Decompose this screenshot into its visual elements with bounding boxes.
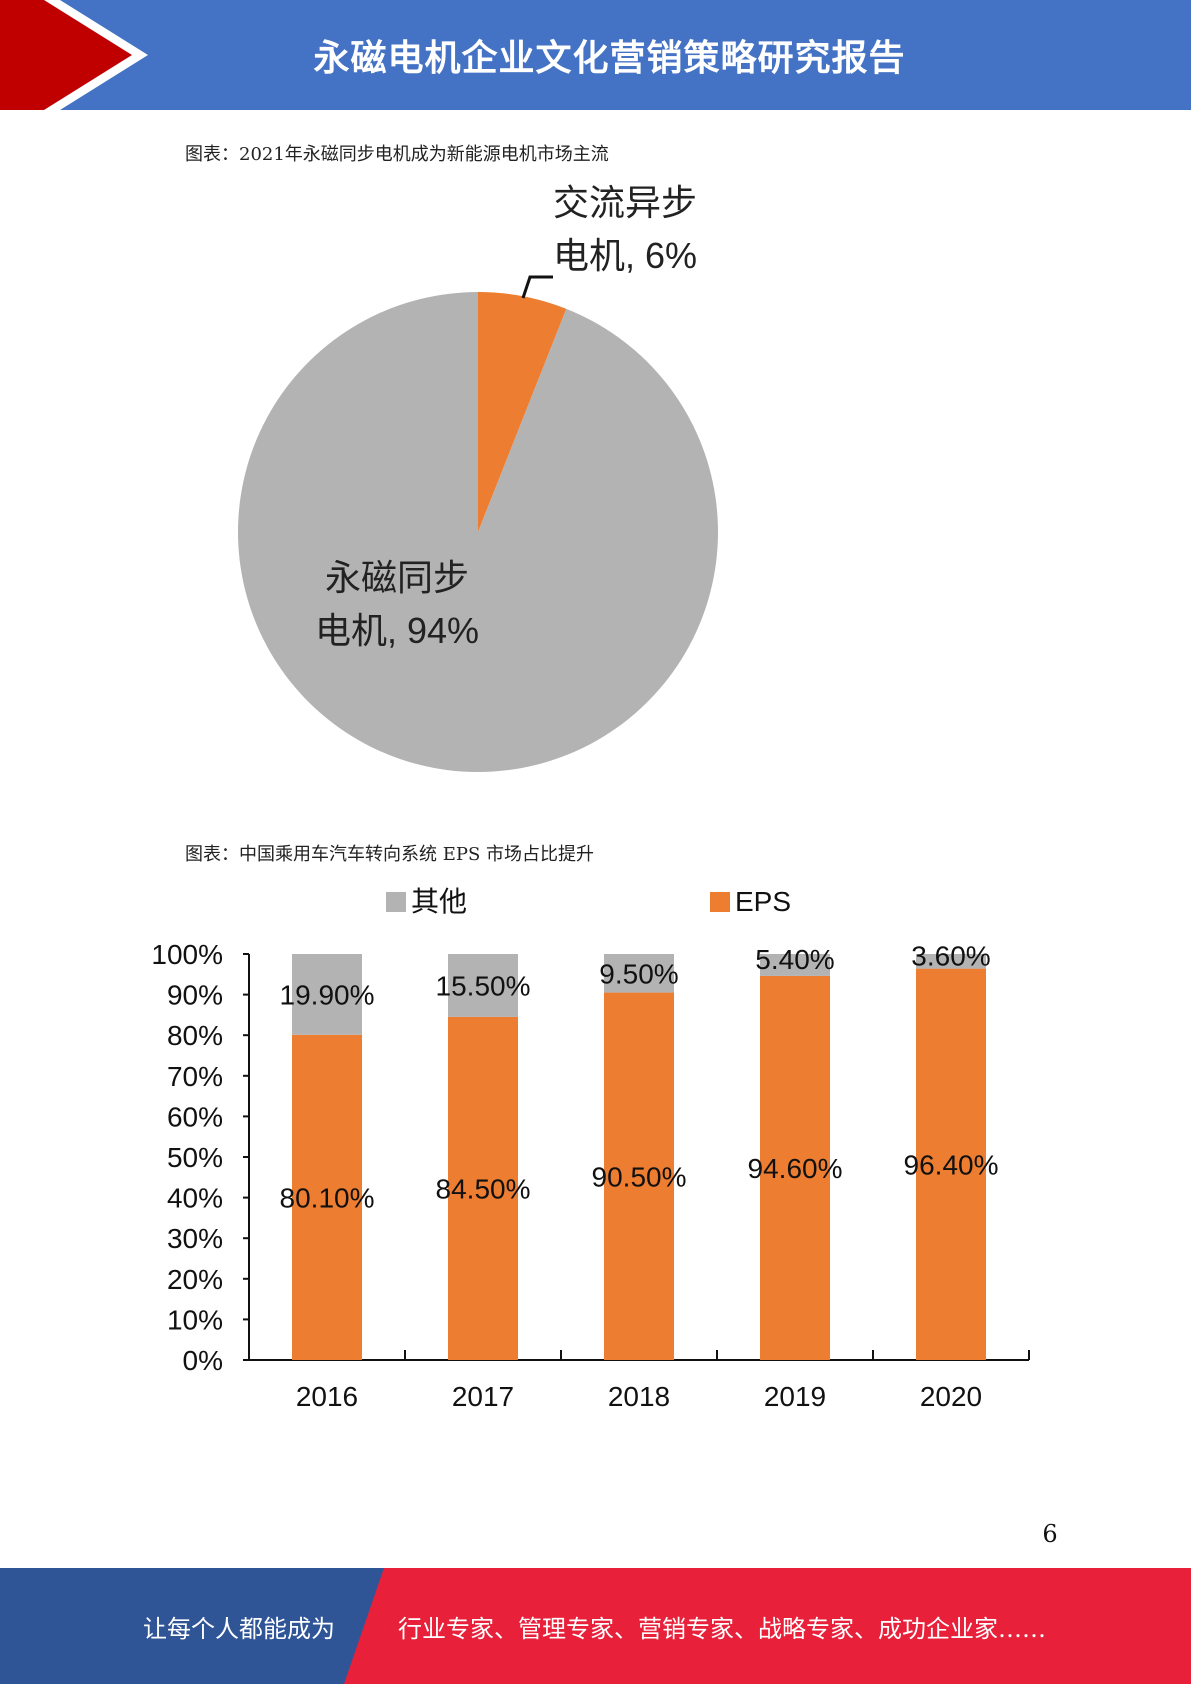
y-tick-label: 0% bbox=[183, 1345, 223, 1376]
pie-slice bbox=[478, 292, 567, 532]
y-tick-label: 10% bbox=[167, 1304, 223, 1335]
pie-leader-line bbox=[521, 275, 553, 299]
bar-segment bbox=[292, 1034, 362, 1360]
data-label: 9.50% bbox=[599, 958, 678, 989]
legend-swatch bbox=[710, 892, 730, 912]
page-header: 永磁电机企业文化营销策略研究报告 bbox=[0, 0, 1191, 110]
y-tick-label: 70% bbox=[167, 1061, 223, 1092]
y-tick-label: 30% bbox=[167, 1223, 223, 1254]
bar-segment bbox=[916, 954, 986, 969]
pie-chart-caption: 图表：2021年永磁同步电机成为新能源电机市场主流 bbox=[185, 144, 609, 165]
page-number: 6 bbox=[1042, 1520, 1058, 1548]
header-arrow-decoration bbox=[0, 0, 148, 110]
legend-item: EPS bbox=[710, 886, 791, 917]
bar-segment bbox=[448, 954, 518, 1017]
x-tick-label: 2020 bbox=[920, 1381, 982, 1412]
y-tick-label: 40% bbox=[167, 1183, 223, 1214]
x-tick-label: 2016 bbox=[296, 1381, 358, 1412]
pie-slice bbox=[238, 292, 719, 772]
pie-slice-label: 电机, 94% bbox=[315, 610, 479, 651]
data-label: 94.60% bbox=[748, 1153, 843, 1184]
x-tick-label: 2019 bbox=[764, 1381, 826, 1412]
pie-slice-label: 永磁同步 bbox=[325, 557, 469, 598]
footer-slogan-right: 行业专家、管理专家、营销专家、战略专家、成功企业家…… bbox=[398, 1614, 1046, 1643]
data-label: 96.40% bbox=[904, 1149, 999, 1180]
y-tick-label: 20% bbox=[167, 1264, 223, 1295]
footer-background bbox=[0, 1568, 1191, 1684]
legend-label: EPS bbox=[735, 886, 791, 917]
bar-segment bbox=[760, 975, 830, 1360]
footer-slogan-left: 让每个人都能成为 bbox=[143, 1614, 335, 1643]
pie-slice-label: 交流异步 bbox=[553, 182, 697, 223]
bar-segment bbox=[604, 992, 674, 1360]
bar-segment bbox=[448, 1016, 518, 1360]
bar-segment bbox=[760, 954, 830, 976]
y-tick-label: 100% bbox=[151, 939, 223, 970]
bar-chart-svg: 其他 EPS 0% 10% 20% 30% 40% 50% 60% 70% 80% 90% 100% 80… bbox=[151, 886, 1030, 1412]
legend-swatch bbox=[386, 892, 406, 912]
y-tick-label: 80% bbox=[167, 1020, 223, 1051]
bar-chart-caption: 图表：中国乘用车汽车转向系统 EPS 市场占比提升 bbox=[185, 844, 595, 865]
y-tick-label: 60% bbox=[167, 1101, 223, 1132]
report-title: 永磁电机企业文化营销策略研究报告 bbox=[313, 38, 906, 79]
y-tick-label: 90% bbox=[167, 980, 223, 1011]
page-footer: 让每个人都能成为 行业专家、管理专家、营销专家、战略专家、成功企业家…… bbox=[0, 1568, 1191, 1684]
legend-label: 其他 bbox=[411, 886, 467, 917]
x-tick-label: 2018 bbox=[608, 1381, 670, 1412]
bar-segment bbox=[292, 954, 362, 1035]
data-label: 80.10% bbox=[280, 1182, 375, 1213]
data-label: 84.50% bbox=[436, 1173, 531, 1204]
stacked-bar-chart: 其他 EPS 0% 10% 20% 30% 40% 50% 60% 70% 80% 90% 100% 80… bbox=[0, 870, 1191, 1430]
data-label: 3.60% bbox=[911, 940, 990, 971]
data-label: 90.50% bbox=[592, 1161, 687, 1192]
x-tick-label: 2017 bbox=[452, 1381, 514, 1412]
data-label: 5.40% bbox=[755, 944, 834, 975]
legend-item: 其他 bbox=[386, 886, 467, 917]
pie-chart: 交流异步电机, 6% 永磁同步电机, 94% bbox=[0, 170, 1191, 790]
y-tick-label: 50% bbox=[167, 1142, 223, 1173]
data-label: 19.90% bbox=[280, 979, 375, 1010]
bar-segment bbox=[916, 968, 986, 1360]
data-label: 15.50% bbox=[436, 970, 531, 1001]
pie-slice-label: 电机, 6% bbox=[553, 235, 697, 276]
bar-segment bbox=[604, 954, 674, 993]
